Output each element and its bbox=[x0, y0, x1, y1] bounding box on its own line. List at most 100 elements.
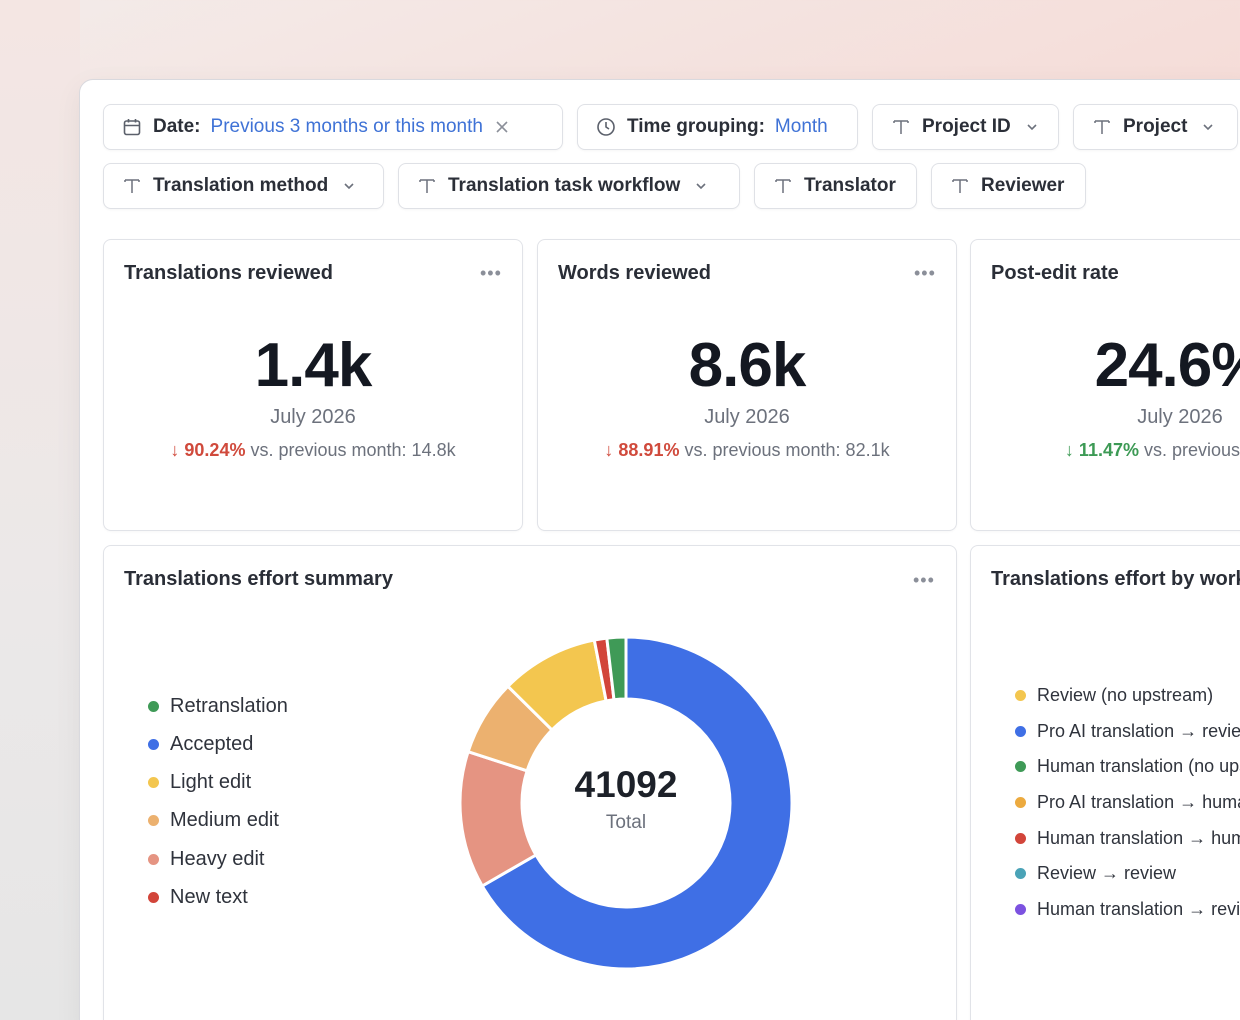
legend-item-heavy-edit: Heavy edit bbox=[148, 848, 265, 871]
change-percent: 11.47% bbox=[1078, 440, 1139, 460]
legend-item-workflow: Human translation (no upstream) bbox=[1015, 756, 1240, 777]
text-type-icon bbox=[891, 117, 911, 137]
translator-filter-chip[interactable]: Translator bbox=[754, 163, 917, 209]
card-title: Translations effort summary bbox=[124, 568, 393, 590]
legend-dot bbox=[1015, 690, 1026, 701]
card-title: Words reviewed bbox=[558, 262, 712, 284]
legend-dot bbox=[1015, 761, 1026, 772]
card-title: Post-edit rate bbox=[991, 262, 1119, 284]
translation-method-filter-chip[interactable]: Translation method bbox=[103, 163, 384, 209]
close-icon[interactable] bbox=[495, 120, 509, 134]
metric-period: July 2026 bbox=[270, 406, 356, 428]
text-type-icon bbox=[122, 176, 142, 196]
legend-item-workflow: Human translation → human review bbox=[1015, 828, 1240, 849]
text-type-icon bbox=[773, 176, 793, 196]
time-grouping-label: Time grouping: bbox=[627, 116, 765, 137]
more-options-icon[interactable]: ••• bbox=[914, 263, 936, 283]
more-options-icon[interactable]: ••• bbox=[913, 570, 935, 590]
legend-label: Human translation → human review bbox=[1037, 828, 1240, 848]
translation-task-workflow-filter-chip[interactable]: Translation task workflow bbox=[398, 163, 740, 209]
metric-card-translations-reviewed: Translations reviewed ••• 1.4k July 2026… bbox=[103, 239, 523, 531]
legend-label: Human translation → review bbox=[1037, 899, 1240, 919]
metric-change: ↓ 11.47% vs. previous month bbox=[971, 440, 1240, 461]
translation-method-label: Translation method bbox=[153, 175, 329, 196]
metric-change: ↓ 88.91% vs. previous month: 82.1k bbox=[538, 440, 956, 461]
card-title: Translations reviewed bbox=[124, 262, 333, 284]
time-grouping-filter-chip[interactable]: Time grouping: Month bbox=[577, 104, 858, 150]
change-percent: 88.91% bbox=[618, 440, 680, 460]
legend-label: New text bbox=[170, 886, 248, 908]
effort-by-workflow-card: Translations effort by workflow Review (… bbox=[970, 545, 1240, 1020]
reviewer-filter-chip[interactable]: Reviewer bbox=[931, 163, 1086, 209]
legend-dot bbox=[148, 701, 159, 712]
legend-dot bbox=[1015, 833, 1026, 844]
dashboard-window: Date: Previous 3 months or this month Ti… bbox=[79, 79, 1240, 1020]
legend-label: Accepted bbox=[170, 733, 254, 755]
chevron-down-icon bbox=[342, 179, 356, 193]
metric-card-words-reviewed: Words reviewed ••• 8.6k July 2026 ↓ 88.9… bbox=[537, 239, 957, 531]
project-filter-chip[interactable]: Project bbox=[1073, 104, 1238, 150]
legend-item-retranslation: Retranslation bbox=[148, 695, 288, 718]
translator-label: Translator bbox=[804, 175, 896, 196]
card-title: Translations effort by workflow bbox=[991, 568, 1240, 590]
legend-item-workflow: Pro AI translation → human review bbox=[1015, 792, 1240, 813]
donut-total-label: Total bbox=[605, 812, 647, 833]
metric-card-post-edit-rate: Post-edit rate 24.6% July 2026 ↓ 11.47% … bbox=[970, 239, 1240, 531]
legend-item-accepted: Accepted bbox=[148, 733, 253, 756]
project-label: Project bbox=[1123, 116, 1188, 137]
legend-dot bbox=[1015, 797, 1026, 808]
chevron-down-icon bbox=[694, 179, 708, 193]
time-grouping-value: Month bbox=[774, 116, 828, 137]
donut-slice-retranslation[interactable] bbox=[605, 635, 628, 702]
legend-label: Pro AI translation → human review bbox=[1037, 792, 1240, 812]
legend-label: Heavy edit bbox=[170, 848, 265, 870]
arrow-down-icon: ↓ bbox=[170, 440, 180, 460]
legend-label: Pro AI translation → review bbox=[1037, 721, 1240, 741]
metric-value: 24.6% bbox=[1094, 331, 1240, 400]
reviewer-label: Reviewer bbox=[981, 175, 1065, 196]
more-options-icon[interactable]: ••• bbox=[480, 263, 502, 283]
legend-item-workflow: Pro AI translation → review bbox=[1015, 721, 1240, 742]
change-comparison: vs. previous month: 14.8k bbox=[250, 440, 456, 460]
legend-item-workflow: Human translation → review bbox=[1015, 899, 1240, 920]
date-filter-value: Previous 3 months or this month bbox=[210, 116, 483, 137]
change-comparison: vs. previous month bbox=[1144, 440, 1240, 460]
donut-slice-accepted[interactable] bbox=[480, 635, 794, 971]
chevron-down-icon bbox=[1025, 120, 1039, 134]
text-type-icon bbox=[417, 176, 437, 196]
legend-dot bbox=[1015, 726, 1026, 737]
change-percent: 90.24% bbox=[184, 440, 246, 460]
metric-period: July 2026 bbox=[1137, 406, 1223, 428]
legend-label: Medium edit bbox=[170, 809, 279, 831]
project-id-filter-chip[interactable]: Project ID bbox=[872, 104, 1059, 150]
legend-dot bbox=[148, 854, 159, 865]
project-id-label: Project ID bbox=[922, 116, 1011, 137]
legend-item-workflow: Review → review bbox=[1015, 863, 1176, 884]
metric-change: ↓ 90.24% vs. previous month: 14.8k bbox=[104, 440, 522, 461]
metric-value: 8.6k bbox=[688, 331, 807, 400]
legend-label: Human translation (no upstream) bbox=[1037, 756, 1240, 776]
text-type-icon bbox=[1092, 117, 1112, 137]
effort-summary-card: Translations effort summary ••• Retransl… bbox=[103, 545, 957, 1020]
clock-icon bbox=[596, 117, 616, 137]
metric-period: July 2026 bbox=[704, 406, 790, 428]
change-comparison: vs. previous month: 82.1k bbox=[684, 440, 890, 460]
date-filter-chip[interactable]: Date: Previous 3 months or this month bbox=[103, 104, 563, 150]
chevron-down-icon bbox=[1201, 120, 1215, 134]
legend-item-light-edit: Light edit bbox=[148, 771, 251, 794]
legend-dot bbox=[1015, 904, 1026, 915]
arrow-down-icon: ↓ bbox=[604, 440, 614, 460]
legend-label: Review (no upstream) bbox=[1037, 685, 1214, 705]
translation-task-workflow-label: Translation task workflow bbox=[448, 175, 681, 196]
arrow-down-icon: ↓ bbox=[1064, 440, 1074, 460]
donut-total-value: 41092 bbox=[574, 764, 678, 805]
effort-donut-chart bbox=[458, 635, 794, 971]
legend-dot bbox=[1015, 868, 1026, 879]
calendar-icon bbox=[122, 117, 142, 137]
legend-label: Light edit bbox=[170, 771, 252, 793]
legend-dot bbox=[148, 815, 159, 826]
legend-dot bbox=[148, 777, 159, 788]
legend-label: Review → review bbox=[1037, 863, 1177, 883]
metric-value: 1.4k bbox=[254, 331, 373, 400]
legend-dot bbox=[148, 739, 159, 750]
